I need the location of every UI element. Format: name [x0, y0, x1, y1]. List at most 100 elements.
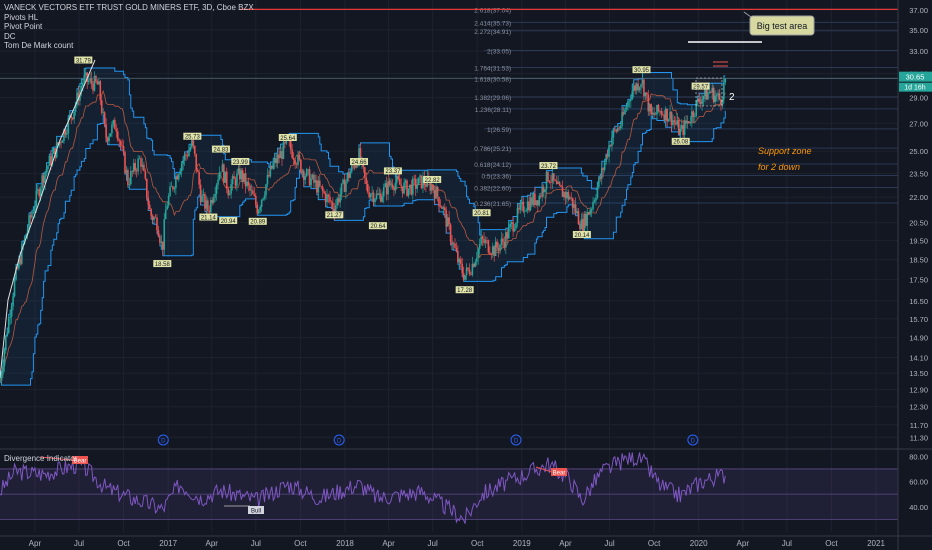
candle-body [442, 207, 445, 209]
candle-body [231, 176, 234, 185]
candle-body [646, 92, 648, 95]
candle-body [550, 182, 552, 183]
candle-body [191, 140, 193, 148]
candle-body [525, 210, 527, 212]
y-tick-label: 11.30 [910, 433, 928, 442]
candle-body [454, 243, 456, 248]
pivot-label: 20.64 [370, 224, 386, 230]
candle-body [358, 148, 360, 166]
x-tick-label: 2018 [336, 539, 354, 548]
candle-body [34, 206, 36, 212]
dividend-marker [687, 434, 699, 446]
pivot-label-bg [325, 211, 344, 219]
x-tick-label: Apr [737, 539, 750, 548]
candle-body [603, 162, 606, 170]
pivot-label-bg [539, 162, 558, 170]
y-tick-label: 17.50 [909, 276, 928, 285]
candle-body [225, 171, 228, 189]
fib-label: 2(33.05) [487, 48, 511, 55]
candle-body [284, 142, 286, 144]
candle-body [698, 98, 700, 102]
candle-body [301, 170, 304, 173]
y-tick-label: 18.50 [909, 256, 928, 265]
candle-body [205, 200, 208, 209]
candle-body [64, 129, 67, 135]
y-tick-label: 14.90 [909, 334, 928, 343]
candle-body [63, 129, 65, 141]
candle-body [282, 142, 285, 159]
candle-body [334, 205, 337, 214]
candle-body [693, 115, 696, 117]
candle-body [240, 170, 243, 180]
pivot-label-bg [423, 175, 442, 183]
pivot-label: 23.37 [385, 169, 401, 175]
y-tick-label: 35.00 [909, 26, 928, 35]
candle-body [189, 147, 192, 151]
x-tick-label: 2017 [159, 539, 177, 548]
candle-body [5, 335, 7, 351]
fib-label: 1.382(29.06) [474, 95, 511, 102]
indicator-td-count[interactable]: Tom De Mark count [4, 41, 74, 50]
oscillator-pane: Bear Bull Bear [0, 452, 898, 524]
candle-body [650, 104, 652, 115]
candle-body [721, 99, 724, 105]
candle-body [102, 112, 105, 113]
candle-body [154, 217, 157, 219]
candle-body [618, 127, 621, 129]
candle-body [425, 184, 427, 187]
candle-body [29, 215, 32, 218]
candle-body [679, 128, 682, 135]
candle-body [481, 236, 484, 239]
dividend-marker [510, 434, 522, 446]
candle-body [186, 155, 189, 157]
candle-body [566, 191, 568, 199]
candle-body [582, 219, 584, 232]
candle-body [451, 241, 453, 245]
candle-body [182, 160, 184, 164]
pivot-label: 21.27 [327, 213, 343, 219]
candle-body [430, 184, 433, 191]
candle-body [310, 178, 312, 186]
y-tick-label: 19.50 [909, 237, 928, 246]
candle-body [291, 149, 293, 158]
candle-body [390, 184, 392, 186]
indicator-dc[interactable]: DC [4, 31, 16, 41]
candle-body [255, 195, 257, 205]
candle-body [409, 184, 411, 189]
candle-body [494, 241, 497, 257]
x-tick-label: Jul [428, 539, 438, 548]
trend-line [0, 59, 96, 379]
oscillator-title[interactable]: Divergence Indicator [4, 454, 78, 463]
candle-body [680, 125, 683, 129]
candle-body [103, 112, 106, 125]
candle-body [417, 177, 420, 186]
candle-body [359, 148, 362, 162]
candle-body [584, 213, 587, 226]
candle-body [723, 82, 725, 100]
candle-body [132, 163, 135, 172]
bear-divergence-line [39, 456, 73, 461]
candle-body [327, 194, 330, 197]
candle-body [583, 213, 586, 232]
candle-body [76, 92, 78, 105]
candle-body [561, 187, 564, 197]
candle-body [199, 184, 202, 202]
indicator-pivots-hl[interactable]: Pivots HL [4, 12, 39, 22]
candle-body [134, 163, 136, 171]
candle-body [35, 190, 38, 207]
candle-body [621, 112, 623, 126]
candle-body [704, 87, 706, 97]
candle-body [23, 236, 26, 244]
candle-body [52, 148, 55, 154]
candle-body [195, 153, 198, 171]
candle-body [368, 192, 370, 198]
candle-body [593, 200, 596, 203]
candle-body [491, 246, 494, 255]
candle-body [188, 150, 190, 157]
candle-body [302, 170, 305, 180]
indicator-pivot-point[interactable]: Pivot Point [4, 22, 43, 31]
pivot-label: 22.82 [425, 178, 441, 184]
pivot-label-bg [632, 66, 651, 74]
candle-body [74, 104, 77, 112]
